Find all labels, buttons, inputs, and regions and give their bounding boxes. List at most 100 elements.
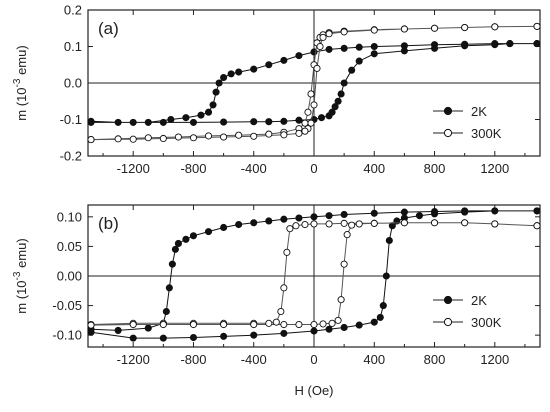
- data-point-300k: [400, 219, 408, 227]
- data-point-300k: [461, 219, 469, 227]
- data-point-300k: [400, 25, 408, 33]
- data-point-300k: [370, 219, 378, 227]
- data-point-300k: [461, 23, 469, 32]
- data-point-300k: [340, 219, 348, 227]
- data-point-2k: [212, 88, 220, 96]
- data-point-2k: [400, 47, 408, 55]
- data-point-300k: [220, 320, 228, 329]
- data-point-2k: [325, 212, 333, 220]
- data-point-2k: [280, 56, 288, 64]
- data-point-300k: [129, 320, 137, 329]
- data-point-300k: [348, 221, 356, 229]
- data-point-2k: [250, 219, 258, 227]
- data-point-300k: [304, 108, 312, 116]
- data-point-300k: [114, 135, 122, 143]
- data-point-300k: [313, 64, 321, 72]
- data-point-300k: [280, 284, 288, 292]
- data-point-2k: [533, 207, 541, 215]
- data-point-2k: [114, 326, 122, 334]
- data-point-300k: [301, 127, 309, 135]
- data-point-2k: [340, 44, 348, 52]
- legend-marker: [443, 295, 453, 305]
- legend-marker: [443, 317, 453, 327]
- data-point-2k: [171, 245, 179, 253]
- data-point-2k: [331, 103, 339, 111]
- data-point-2k: [370, 42, 378, 51]
- data-point-2k: [317, 114, 326, 122]
- data-point-2k: [506, 40, 514, 48]
- data-point-2k: [220, 118, 228, 126]
- y-tick-label: 0.2: [64, 3, 82, 18]
- y-tick-label: -0.05: [52, 298, 82, 313]
- data-point-300k: [283, 248, 291, 256]
- data-point-2k: [400, 208, 408, 216]
- data-point-300k: [265, 319, 273, 327]
- data-point-300k: [491, 23, 499, 31]
- data-point-300k: [307, 90, 315, 98]
- data-point-2k: [168, 260, 176, 268]
- data-point-2k: [235, 68, 243, 76]
- data-point-2k: [174, 239, 182, 248]
- legend-label: 2K: [471, 104, 487, 119]
- data-point-2k: [533, 40, 541, 48]
- data-point-2k: [325, 112, 333, 120]
- data-point-2k: [310, 327, 318, 335]
- x-tick-label: 400: [363, 352, 385, 367]
- y-tick-label: 0.1: [64, 39, 82, 54]
- x-tick-label: 800: [424, 161, 446, 176]
- data-point-2k: [250, 331, 258, 339]
- y-tick-label: 0.0: [64, 76, 82, 91]
- legend-label: 2K: [471, 293, 487, 308]
- data-point-2k: [337, 90, 345, 98]
- data-point-2k: [189, 333, 198, 342]
- data-point-2k: [370, 209, 378, 217]
- legend-marker: [443, 106, 453, 116]
- data-point-300k: [272, 318, 280, 326]
- data-point-300k: [310, 320, 318, 329]
- data-point-2k: [295, 52, 303, 60]
- data-point-2k: [348, 66, 356, 74]
- data-point-2k: [379, 302, 387, 310]
- x-tick-label: 0: [310, 161, 317, 176]
- x-axis-title: H (Oe): [295, 383, 334, 398]
- data-point-2k: [250, 118, 258, 126]
- data-point-300k: [220, 133, 228, 141]
- data-point-2k: [197, 111, 205, 119]
- data-point-2k: [265, 217, 273, 225]
- data-point-2k: [334, 97, 342, 105]
- data-point-300k: [355, 220, 363, 228]
- data-point-300k: [189, 134, 198, 142]
- data-point-2k: [295, 214, 303, 222]
- x-tick-label: -400: [241, 161, 267, 176]
- data-point-2k: [376, 313, 384, 321]
- data-point-2k: [129, 118, 137, 126]
- data-point-2k: [209, 101, 217, 109]
- y-tick-label: 0.10: [57, 209, 82, 224]
- data-point-2k: [167, 115, 175, 124]
- data-point-2k: [340, 323, 348, 332]
- data-point-2k: [461, 208, 469, 216]
- data-point-300k: [280, 131, 288, 139]
- data-point-2k: [355, 321, 363, 329]
- data-point-300k: [295, 129, 303, 137]
- data-point-300k: [295, 320, 303, 329]
- data-point-300k: [204, 132, 213, 140]
- data-point-300k: [265, 130, 273, 138]
- data-point-2k: [310, 213, 318, 221]
- data-point-300k: [250, 320, 258, 329]
- data-point-2k: [461, 42, 469, 50]
- data-point-300k: [286, 225, 294, 233]
- data-point-2k: [182, 114, 190, 122]
- x-tick-label: 1200: [480, 352, 509, 367]
- data-point-2k: [491, 41, 499, 49]
- data-point-300k: [340, 260, 348, 268]
- legend-marker: [443, 128, 453, 138]
- data-point-2k: [382, 272, 390, 280]
- data-point-2k: [165, 284, 173, 292]
- data-point-2k: [491, 207, 499, 215]
- data-point-300k: [159, 320, 167, 329]
- data-point-300k: [301, 220, 309, 229]
- data-point-300k: [533, 222, 541, 230]
- data-point-2k: [144, 118, 152, 126]
